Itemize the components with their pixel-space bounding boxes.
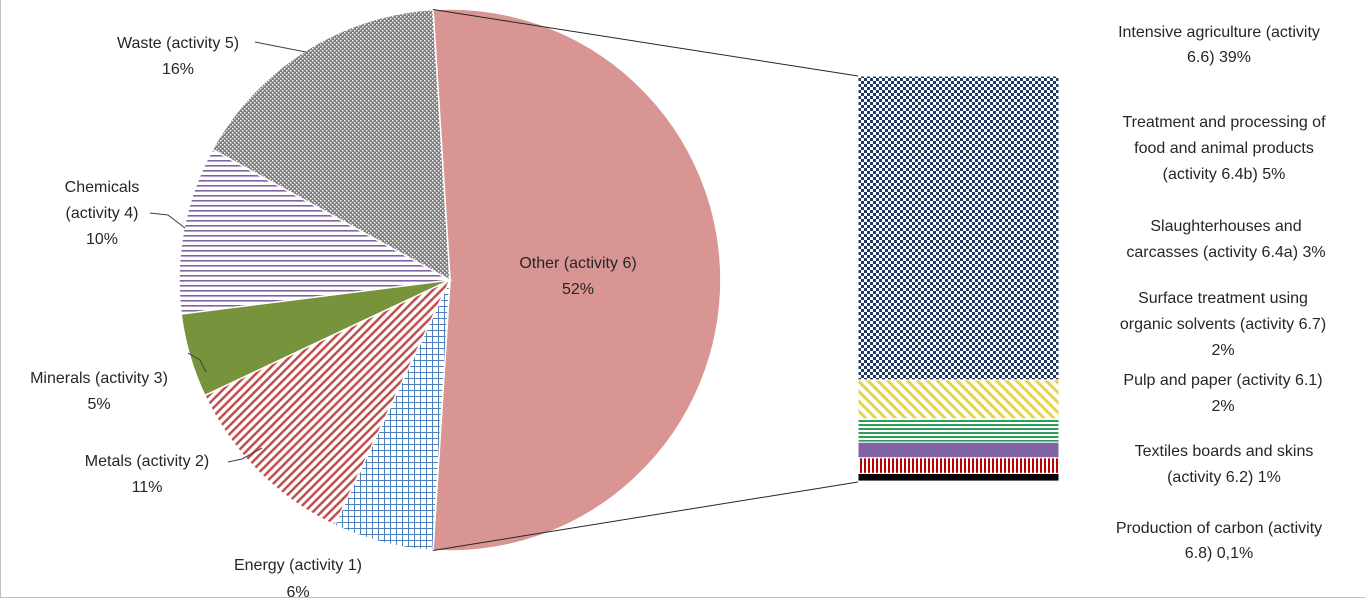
label-intensive-line: Intensive agriculture (activity — [1118, 24, 1320, 41]
pie — [178, 8, 722, 552]
label-surface-line: organic solvents (activity 6.7) — [1120, 316, 1326, 333]
label-other: Other (activity 6) 52% — [519, 255, 636, 298]
label-slaughter-line: carcasses (activity 6.4a) 3% — [1126, 244, 1325, 261]
label-textiles-line: Textiles boards and skins — [1135, 443, 1314, 460]
label-food-line: Treatment and processing of — [1122, 114, 1326, 131]
bar-segment-6 — [857, 472, 1060, 482]
bar-segment-3 — [857, 418, 1060, 443]
label-metals-line: Metals (activity 2) — [85, 453, 209, 470]
pie-slice-other — [432, 8, 722, 552]
label-intensive: Intensive agriculture (activity 6.6) 39% — [1118, 24, 1320, 66]
label-food-line: food and animal products — [1134, 140, 1314, 157]
bar-segment-7 — [857, 480, 1060, 483]
label-surface-line: 2% — [1211, 342, 1234, 359]
leader-line-metals — [227, 447, 263, 463]
bar-segment-4 — [857, 441, 1060, 459]
label-intensive-line: 6.6) 39% — [1187, 49, 1251, 66]
label-waste-line: Waste (activity 5) — [117, 35, 239, 52]
pie-slice-waste — [211, 8, 451, 282]
label-food-line: (activity 6.4b) 5% — [1163, 166, 1286, 183]
label-metals: Metals (activity 2) 11% — [85, 453, 209, 496]
label-minerals: Minerals (activity 3) 5% — [30, 370, 168, 413]
connector-bottom — [432, 481, 859, 551]
leader-lines — [149, 41, 307, 463]
label-slaughter: Slaughterhouses and carcasses (activity 6… — [1126, 218, 1325, 261]
label-surface: Surface treatment using organic solvents … — [1120, 290, 1326, 359]
data-labels: Other (activity 6) 52% Energy (activity 1)… — [30, 24, 1326, 600]
bar-segment-1 — [857, 75, 1060, 381]
leader-line-minerals — [187, 352, 207, 373]
label-other-line: 52% — [562, 281, 594, 298]
label-chemicals-line: Chemicals — [65, 179, 140, 196]
leader-line-waste — [254, 41, 307, 53]
label-waste: Waste (activity 5) 16% — [117, 35, 239, 78]
label-minerals-line: Minerals (activity 3) — [30, 370, 168, 387]
label-surface-line: Surface treatment using — [1138, 290, 1308, 307]
stacked-bar — [857, 75, 1060, 483]
label-carbon-line: 6.8) 0,1% — [1185, 545, 1253, 562]
label-metals-line: 11% — [132, 479, 163, 496]
label-pulp: Pulp and paper (activity 6.1) 2% — [1123, 372, 1322, 415]
label-chemicals-line: 10% — [86, 231, 118, 248]
label-pulp-line: Pulp and paper (activity 6.1) — [1123, 372, 1322, 389]
label-other-line: Other (activity 6) — [519, 255, 636, 272]
bar-segment-2 — [857, 379, 1060, 420]
bar-segment-5 — [857, 457, 1060, 474]
pie-slice-metals — [203, 278, 452, 527]
label-textiles-line: (activity 6.2) 1% — [1167, 469, 1281, 486]
label-energy-line: 6% — [286, 584, 309, 600]
label-slaughter-line: Slaughterhouses and — [1150, 218, 1301, 235]
label-waste-line: 16% — [162, 61, 194, 78]
label-energy: Energy (activity 1) 6% — [234, 557, 362, 600]
label-chemicals: Chemicals (activity 4) 10% — [65, 179, 140, 248]
label-carbon-line: Production of carbon (activity — [1116, 520, 1322, 537]
label-food: Treatment and processing of food and anim… — [1122, 114, 1326, 183]
connector-lines — [432, 9, 859, 551]
label-pulp-line: 2% — [1211, 398, 1234, 415]
label-textiles: Textiles boards and skins (activity 6.2) … — [1135, 443, 1314, 486]
label-carbon: Production of carbon (activity 6.8) 0,1% — [1116, 520, 1322, 562]
leader-line-chemicals — [149, 212, 186, 229]
label-chemicals-line: (activity 4) — [66, 205, 139, 222]
connector-top — [432, 9, 859, 77]
label-minerals-line: 5% — [87, 396, 110, 413]
label-energy-line: Energy (activity 1) — [234, 557, 362, 574]
pie-slice-chemicals — [178, 148, 453, 315]
